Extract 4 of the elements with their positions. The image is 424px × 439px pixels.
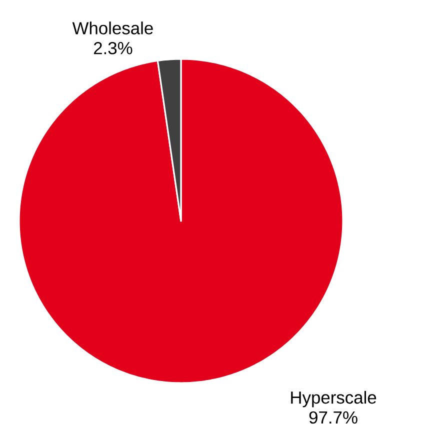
data-label: 97.7% <box>309 411 358 424</box>
data-label: 2.3% <box>94 42 132 54</box>
slice-label: Wholesale <box>72 22 153 34</box>
slice-label: Hyperscale <box>291 390 376 408</box>
